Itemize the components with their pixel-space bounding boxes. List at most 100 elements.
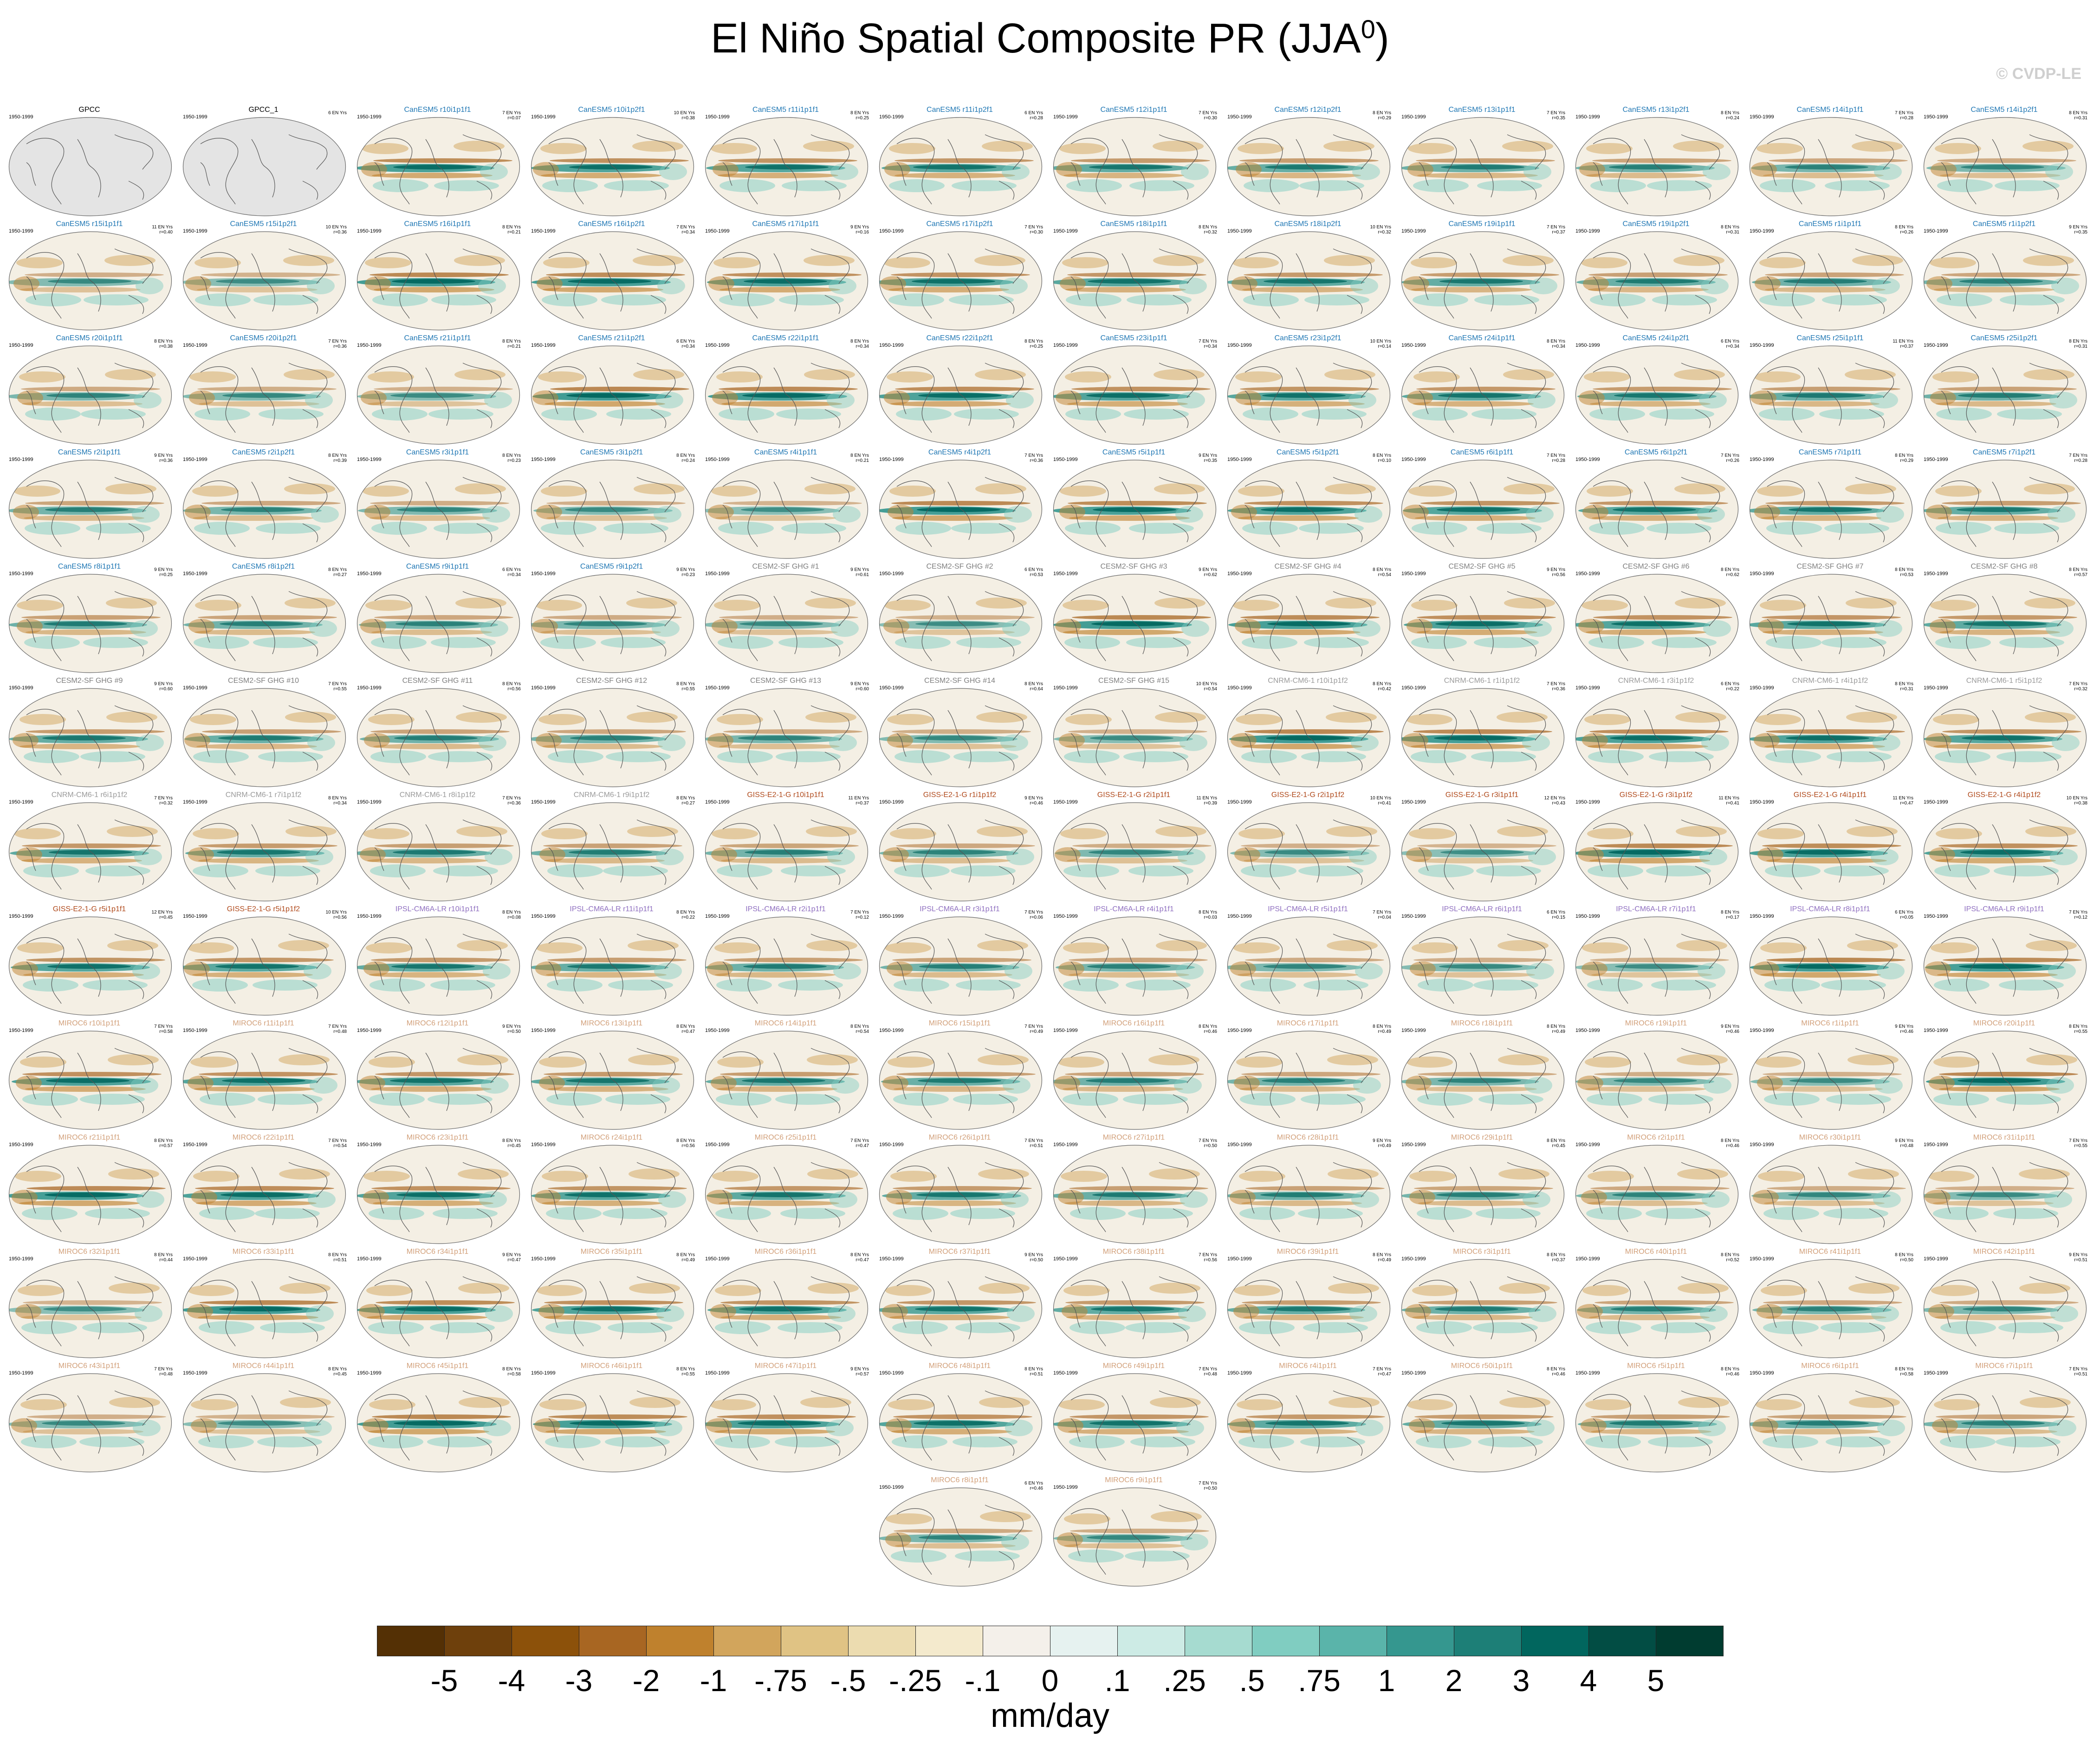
anomaly-region — [1301, 751, 1366, 762]
map-area — [1749, 801, 1913, 902]
anomaly-region — [363, 828, 409, 839]
anomaly-region — [19, 371, 65, 383]
map-plot — [1401, 1145, 1565, 1244]
anomaly-region — [892, 1321, 948, 1334]
anomaly-region — [107, 826, 158, 837]
anomaly-region — [1056, 162, 1082, 177]
anomaly-region — [197, 387, 337, 391]
panel-title: CanESM5 r14i1p2f1 — [1970, 106, 2038, 114]
anomaly-region — [718, 173, 838, 178]
anomaly-region — [370, 750, 426, 763]
anomaly-region — [1932, 1418, 1958, 1433]
coastline — [1593, 1162, 1720, 1232]
anomaly-region — [1588, 750, 1644, 763]
anomaly-region — [196, 744, 317, 749]
anomaly-region — [431, 637, 496, 648]
map-panel: IPSL-CM6A-LR r6i1p1f1 1950-1999 6 EN Yrs r… — [1395, 905, 1569, 1019]
map-panel: MIROC6 r24i1p1f1 1950-1999 8 EN Yrs r=0.56 — [525, 1134, 699, 1247]
panel-years: 1950-1999 — [1750, 914, 1774, 919]
map-panel: IPSL-CM6A-LR r11i1p1f1 1950-1999 8 EN Yrs … — [525, 905, 699, 1019]
anomaly-region — [368, 371, 414, 383]
map-plot — [1401, 345, 1565, 445]
anomaly-region — [954, 409, 1019, 420]
panel-stat: 8 EN Yrs r=0.37 — [1547, 1252, 1565, 1263]
anomaly-region — [1065, 744, 1186, 749]
map-panel: MIROC6 r15i1p1f1 1950-1999 7 EN Yrs r=0.49 — [873, 1019, 1047, 1133]
anomaly-region — [723, 729, 862, 734]
anomaly-region — [1766, 522, 1822, 535]
anomaly-region — [541, 486, 587, 497]
anomaly-region — [890, 858, 1011, 863]
anomaly-region — [1004, 506, 1032, 523]
colorbar-tick-label: -3 — [565, 1663, 593, 1698]
anomaly-region — [195, 600, 241, 611]
map-panel: CESM2-SF GHG #3 1950-1999 9 EN Yrs r=0.62 — [1047, 563, 1221, 676]
anomaly-region — [134, 392, 162, 409]
anomaly-region — [1609, 1421, 1693, 1426]
anomaly-region — [480, 620, 508, 637]
anomaly-region — [1497, 940, 1549, 951]
anomaly-region — [1063, 942, 1109, 953]
anomaly-region — [888, 505, 914, 519]
anomaly-region — [255, 865, 320, 876]
map-panel: CanESM5 r13i1p2f1 1950-1999 8 EN Yrs r=0.2… — [1569, 106, 1743, 220]
map-plot — [1923, 345, 2087, 445]
anomaly-region — [190, 714, 236, 725]
panel-years: 1950-1999 — [705, 114, 730, 120]
anomaly-region — [45, 1193, 128, 1197]
map-area — [1226, 687, 1391, 788]
anomaly-region — [189, 371, 236, 383]
panel-title: MIROC6 r15i1p1f1 — [928, 1019, 991, 1027]
anomaly-region — [1577, 1076, 1603, 1090]
panel-title: MIROC6 r8i1p1f1 — [931, 1476, 989, 1484]
panel-title: MIROC6 r27i1p1f1 — [1102, 1134, 1165, 1141]
anomaly-region — [188, 847, 214, 862]
anomaly-region — [540, 636, 596, 649]
anomaly-region — [717, 1086, 837, 1092]
anomaly-region — [188, 942, 234, 953]
map-panel: CanESM5 r9i1p2f1 1950-1999 9 EN Yrs r=0.23 — [525, 563, 699, 676]
panel-stat: 7 EN Yrs r=0.37 — [1547, 225, 1565, 235]
colorbar-tick-label: 3 — [1512, 1663, 1530, 1698]
map-panel: CanESM5 r2i1p2f1 1950-1999 8 EN Yrs r=0.39 — [176, 448, 350, 562]
panel-stat: 7 EN Yrs r=0.04 — [1373, 910, 1391, 920]
anomaly-region — [1763, 1300, 1902, 1305]
colorbar-swatch — [1454, 1626, 1522, 1656]
anomaly-region — [279, 1054, 330, 1065]
panel-stat: 8 EN Yrs r=0.22 — [676, 910, 695, 920]
anomaly-region — [1063, 629, 1184, 635]
map-area — [182, 915, 347, 1017]
map-panel: CanESM5 r20i1p2f1 1950-1999 7 EN Yrs r=0.3… — [176, 334, 350, 448]
map-area — [8, 459, 173, 560]
panel-title: MIROC6 r37i1p1f1 — [928, 1248, 991, 1256]
map-plot — [8, 231, 172, 331]
panel-years: 1950-1999 — [1401, 228, 1426, 234]
panel-title: CNRM-CM6-1 r9i1p1f2 — [573, 791, 650, 799]
anomaly-region — [1478, 1094, 1543, 1105]
panel-title: GPCC_1 — [248, 106, 279, 114]
panel-stat: 8 EN Yrs r=0.49 — [1373, 1252, 1391, 1263]
anomaly-region — [16, 257, 63, 268]
coastline — [1070, 1505, 1198, 1575]
anomaly-region — [806, 826, 857, 837]
map-panel: MIROC6 r17i1p1f1 1950-1999 8 EN Yrs r=0.49 — [1221, 1019, 1395, 1133]
map-plot — [1575, 916, 1739, 1016]
map-area — [704, 1030, 869, 1131]
coastline — [374, 477, 502, 547]
anomaly-region — [85, 865, 150, 876]
map-plot — [182, 345, 346, 445]
map-plot — [1575, 460, 1739, 559]
anomaly-region — [1933, 744, 2054, 749]
anomaly-region — [721, 858, 842, 863]
anomaly-region — [1065, 1072, 1204, 1077]
map-area — [878, 116, 1043, 217]
map-plot — [1923, 574, 2087, 673]
anomaly-region — [830, 163, 858, 180]
map-plot — [182, 574, 346, 673]
map-area — [1575, 687, 1739, 788]
anomaly-region — [1582, 733, 1608, 748]
anomaly-region — [1936, 401, 2056, 407]
coastline — [896, 248, 1024, 319]
anomaly-region — [1594, 1072, 1733, 1077]
panel-stat: 7 EN Yrs r=0.58 — [154, 1024, 173, 1034]
